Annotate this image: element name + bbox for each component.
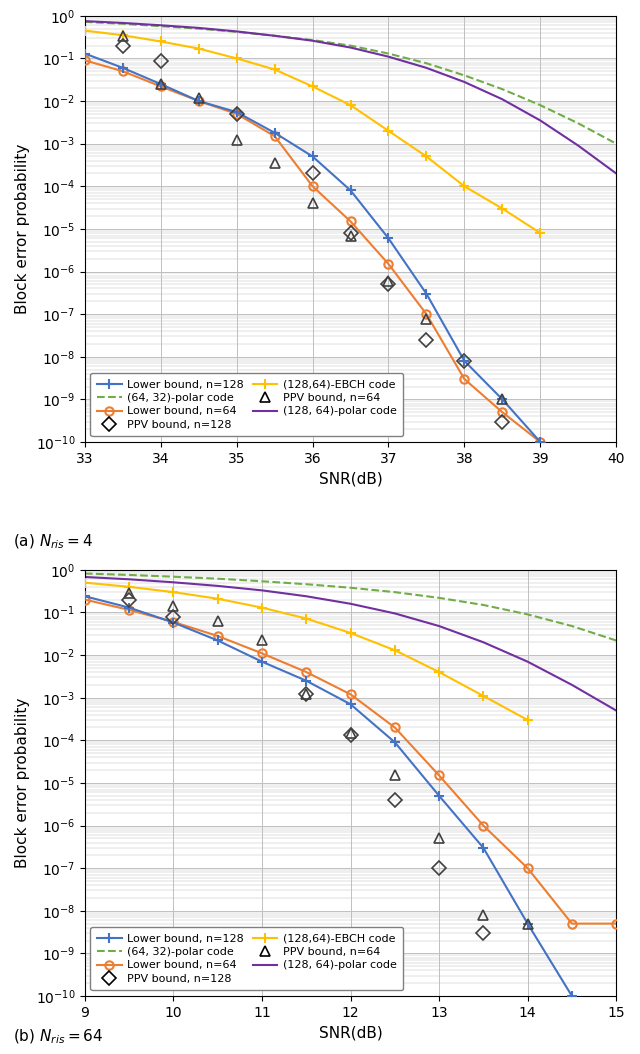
Y-axis label: Block error probability: Block error probability	[15, 698, 30, 868]
Legend: Lower bound, n=128, (64, 32)-polar code, Lower bound, n=64, PPV bound, n=128, (1: Lower bound, n=128, (64, 32)-polar code,…	[90, 928, 403, 991]
Text: (a) $N_{ris} = 4$: (a) $N_{ris} = 4$	[13, 532, 93, 550]
Y-axis label: Block error probability: Block error probability	[15, 143, 30, 314]
X-axis label: SNR(dB): SNR(dB)	[319, 1026, 383, 1040]
Legend: Lower bound, n=128, (64, 32)-polar code, Lower bound, n=64, PPV bound, n=128, (1: Lower bound, n=128, (64, 32)-polar code,…	[90, 373, 403, 436]
X-axis label: SNR(dB): SNR(dB)	[319, 471, 383, 486]
Text: (b) $N_{ris} = 64$: (b) $N_{ris} = 64$	[13, 1028, 103, 1046]
